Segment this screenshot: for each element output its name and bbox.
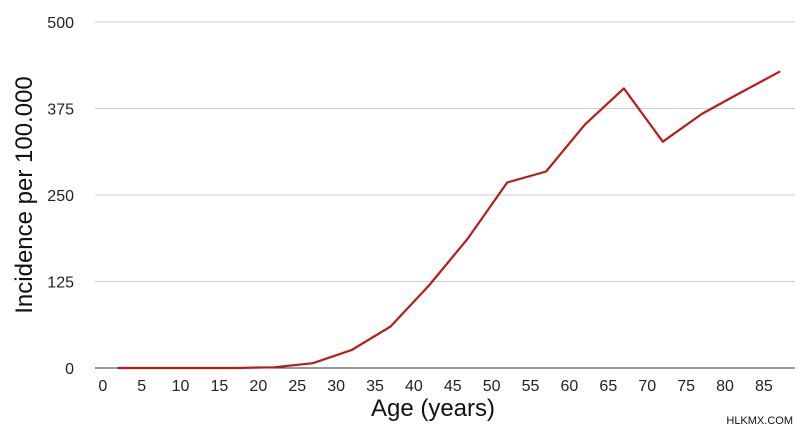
watermark-text: HLKMX.COM [726,415,793,427]
data-point [388,323,394,329]
y-tick-label: 250 [47,188,74,205]
x-tick-labels: 0 5 10 15 20 25 30 35 40 45 50 55 60 65 70 75 80 85 [98,378,773,395]
x-tick-label: 30 [327,378,345,395]
x-tick-label: 5 [137,378,146,395]
y-tick-label: 125 [47,275,74,292]
x-tick-label: 20 [249,378,267,395]
y-tick-label: 375 [47,102,74,119]
data-point [699,111,705,117]
x-tick-label: 15 [211,378,229,395]
x-tick-label: 85 [755,378,773,395]
data-point [271,364,277,370]
x-tick-label: 75 [677,378,695,395]
x-tick-label: 10 [172,378,190,395]
x-tick-label: 80 [716,378,734,395]
x-tick-label: 50 [483,378,501,395]
data-point [660,139,666,145]
data-point [621,85,627,91]
y-tick-label: 0 [65,361,74,378]
y-axis-title: Incidence per 100.000 [11,76,38,314]
data-point [543,168,549,174]
x-tick-label: 0 [98,378,107,395]
x-tick-label: 55 [522,378,540,395]
series-group [115,69,782,371]
data-point [115,365,121,371]
x-tick-label: 45 [444,378,462,395]
x-tick-label: 60 [561,378,579,395]
x-axis-title: Age (years) [371,395,495,422]
data-point [193,365,199,371]
y-tick-label: 500 [47,15,74,32]
data-point [465,235,471,241]
data-point [582,121,588,127]
x-tick-label: 70 [638,378,656,395]
data-point [426,282,432,288]
x-tick-label: 65 [599,378,617,395]
series-line [117,70,781,370]
data-point [504,180,510,186]
x-tick-label: 25 [288,378,306,395]
data-point [349,347,355,353]
data-point [154,365,160,371]
data-point [232,365,238,371]
data-point [738,90,744,96]
data-point [776,69,782,75]
x-tick-label: 40 [405,378,423,395]
x-tick-label: 35 [366,378,384,395]
gridlines [95,21,795,369]
y-tick-labels: 0 125 250 375 500 [47,15,74,378]
data-point [310,360,316,366]
